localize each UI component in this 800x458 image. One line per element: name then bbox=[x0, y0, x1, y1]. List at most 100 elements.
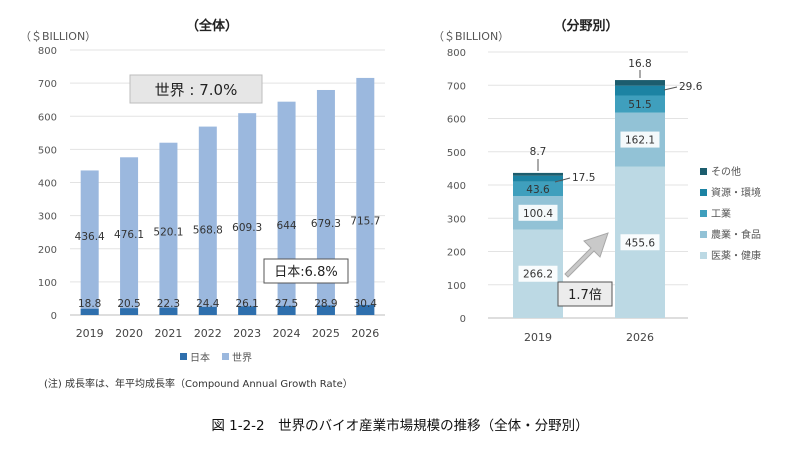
japan-bar bbox=[198, 306, 217, 315]
world-cagr-label: 世界 : 7.0% bbox=[155, 81, 238, 99]
overall-x-tick-label: 2025 bbox=[312, 327, 340, 340]
overall-y-tick-label: 200 bbox=[38, 245, 57, 256]
world-bar bbox=[80, 170, 99, 315]
world-value-label: 520.1 bbox=[153, 227, 183, 239]
overall-x-tick-label: 2023 bbox=[233, 327, 261, 340]
sector-legend-label: 工業 bbox=[711, 207, 731, 220]
sector-y-tick-label: 400 bbox=[447, 181, 466, 192]
japan-bar bbox=[356, 304, 375, 315]
sector-legend-swatch bbox=[700, 210, 707, 217]
japan-cagr-box bbox=[263, 258, 349, 284]
sector-value-label: 100.4 bbox=[523, 208, 553, 220]
japan-bar bbox=[159, 307, 178, 315]
world-value-label: 715.7 bbox=[350, 216, 380, 228]
sector-y-tick-label: 200 bbox=[447, 248, 466, 259]
overall-chart: （全体） （＄BILLION） 0 100 200 300 400 500 600 700 80… bbox=[20, 18, 385, 364]
resources-2026-label: 29.6 bbox=[679, 81, 703, 93]
overall-y-tick-label: 800 bbox=[38, 46, 57, 57]
overall-bars: 436.4 18.8 476.1 20.5 520.1 22.3 568.8 24.4 609.… bbox=[75, 77, 380, 316]
sector-value-bg bbox=[518, 204, 558, 221]
other-2019-label: 8.7 bbox=[530, 146, 547, 158]
sector-bar-segment bbox=[513, 181, 563, 197]
overall-y-ticks: 0 100 200 300 400 500 600 700 800 bbox=[38, 46, 57, 322]
world-value-label: 679.3 bbox=[311, 218, 341, 230]
overall-x-ticks: 2019 2020 2021 2022 2023 2024 2025 2026 bbox=[76, 327, 380, 340]
other-2026-label: 16.8 bbox=[628, 58, 651, 70]
overall-x-tick-label: 2022 bbox=[194, 327, 222, 340]
sector-value-label: 162.1 bbox=[625, 135, 655, 147]
world-value-label: 644 bbox=[277, 220, 297, 232]
world-value-label: 568.8 bbox=[193, 224, 223, 236]
japan-value-label: 30.4 bbox=[354, 298, 378, 310]
sector-y-axis-label: （＄BILLION） bbox=[433, 29, 509, 43]
overall-x-tick-label: 2020 bbox=[115, 327, 143, 340]
japan-bar bbox=[316, 305, 335, 315]
sector-x-tick-label: 2019 bbox=[524, 331, 552, 344]
world-bar bbox=[356, 77, 375, 315]
sector-bar-segment bbox=[615, 95, 665, 113]
sector-y-tick-label: 300 bbox=[447, 214, 466, 225]
sector-bar-segment bbox=[615, 80, 665, 86]
sector-chart-title: （分野別） bbox=[553, 18, 618, 34]
world-bar bbox=[198, 126, 217, 316]
overall-y-tick-label: 0 bbox=[51, 311, 57, 322]
japan-value-label: 28.9 bbox=[314, 298, 337, 310]
japan-cagr-label: 日本:6.8% bbox=[274, 265, 337, 280]
sector-legend-label: その他 bbox=[711, 165, 741, 178]
resources-2019-leader bbox=[554, 177, 571, 183]
sector-value-label: 266.2 bbox=[523, 269, 553, 281]
resources-2026-leader bbox=[663, 86, 678, 91]
sector-value-label: 455.6 bbox=[625, 237, 655, 249]
japan-bar bbox=[238, 306, 257, 315]
japan-value-label: 24.4 bbox=[196, 298, 220, 310]
sector-bars: 266.2 100.4 43.6 455.6 162.1 51.5 bbox=[513, 80, 665, 318]
overall-y-tick-label: 700 bbox=[38, 79, 57, 90]
overall-y-tick-label: 600 bbox=[38, 112, 57, 123]
legend-world-swatch bbox=[222, 353, 229, 360]
overall-y-axis-label: （＄BILLION） bbox=[20, 29, 96, 43]
world-bar bbox=[238, 113, 257, 315]
sector-bar-segment bbox=[513, 172, 563, 176]
sector-legend-label: 農業・食品 bbox=[711, 228, 761, 241]
overall-x-tick-label: 2019 bbox=[76, 327, 104, 340]
sector-value-label: 43.6 bbox=[526, 184, 550, 196]
legend-japan-swatch bbox=[180, 353, 187, 360]
world-value-label: 609.3 bbox=[232, 222, 262, 234]
overall-x-tick-label: 2024 bbox=[273, 327, 301, 340]
world-cagr-box bbox=[129, 74, 263, 104]
sector-bar-segment bbox=[615, 85, 665, 96]
sector-y-tick-label: 700 bbox=[447, 81, 466, 92]
overall-chart-title: （全体） bbox=[186, 18, 238, 34]
sector-x-tick-label: 2026 bbox=[626, 331, 654, 344]
sector-legend-swatch bbox=[700, 231, 707, 238]
japan-bar bbox=[80, 308, 99, 315]
sector-y-tick-label: 800 bbox=[447, 48, 466, 59]
growth-callout-label: 1.7倍 bbox=[568, 288, 602, 303]
overall-y-tick-label: 100 bbox=[38, 278, 57, 289]
growth-callout-box bbox=[557, 281, 613, 307]
sector-value-bg bbox=[620, 131, 660, 148]
sector-legend-swatch bbox=[700, 168, 707, 175]
overall-x-tick-label: 2026 bbox=[351, 327, 379, 340]
sector-y-tick-label: 100 bbox=[447, 281, 466, 292]
sector-value-bg bbox=[620, 234, 660, 251]
sector-legend-label: 医薬・健康 bbox=[711, 249, 761, 262]
growth-arrow-icon bbox=[564, 232, 609, 278]
japan-bar bbox=[120, 308, 139, 315]
world-value-label: 476.1 bbox=[114, 229, 144, 241]
sector-legend-label: 資源・環境 bbox=[711, 186, 761, 199]
japan-value-label: 22.3 bbox=[157, 298, 180, 310]
sector-y-tick-label: 0 bbox=[460, 314, 466, 325]
world-bar bbox=[159, 142, 178, 315]
resources-2019-label: 17.5 bbox=[572, 172, 595, 184]
japan-value-label: 27.5 bbox=[275, 298, 298, 310]
sector-x-ticks: 2019 2026 bbox=[524, 331, 654, 344]
legend-world-label: 世界 bbox=[232, 352, 252, 364]
japan-value-label: 20.5 bbox=[117, 298, 140, 310]
overall-y-tick-label: 500 bbox=[38, 145, 57, 156]
overall-x-tick-label: 2021 bbox=[154, 327, 182, 340]
by-sector-chart: （分野別） （＄BILLION） 0 100 200 300 400 500 600 700 8… bbox=[433, 18, 761, 344]
figure-caption: 図 1-2-2 世界のバイオ産業市場規模の推移（全体・分野別） bbox=[211, 418, 589, 434]
